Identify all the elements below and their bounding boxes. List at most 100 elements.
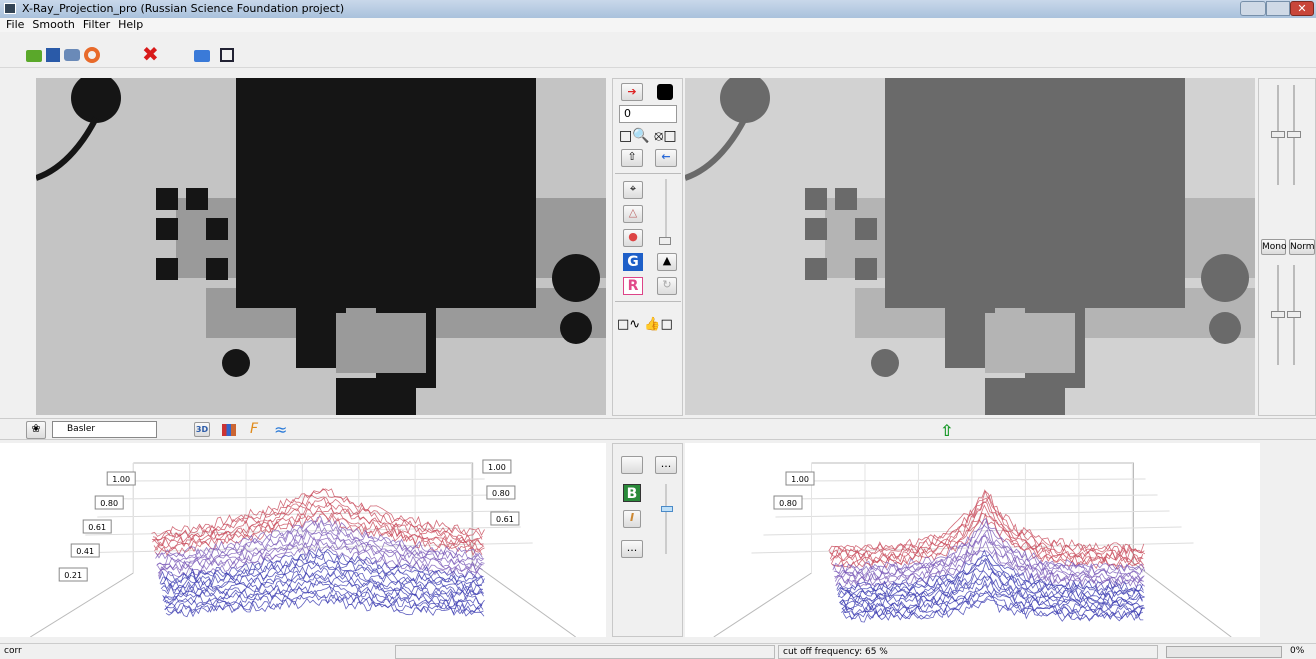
axis-label: 1.00 — [112, 475, 130, 484]
g-button[interactable]: G — [623, 253, 643, 271]
r-button[interactable]: R — [623, 277, 643, 295]
xray-image-right — [685, 78, 1255, 415]
more-button[interactable]: ... — [621, 540, 643, 558]
camera-toolbar: ❀ Basler 3D F ≈ ⇧ — [0, 418, 1316, 440]
title-bar: X-Ray_Projection_pro (Russian Science Fo… — [0, 0, 1316, 18]
toolbar: ✖ — [0, 32, 1316, 68]
pad — [835, 188, 857, 210]
pad — [805, 188, 827, 210]
status-left: corr — [4, 646, 22, 656]
slider-handle[interactable] — [661, 506, 673, 512]
axis-label: 1.00 — [791, 475, 809, 484]
up-arrow-button[interactable]: ⇧ — [940, 421, 953, 440]
separator — [615, 173, 681, 174]
reset-button[interactable]: ↻ — [657, 277, 677, 295]
separator — [615, 301, 681, 302]
arrow-left-button[interactable]: ← — [655, 149, 677, 167]
axis-label: 0.80 — [779, 499, 797, 508]
triangle-button[interactable]: △ — [623, 205, 643, 223]
progress-text: 0% — [1290, 646, 1304, 656]
more-button[interactable]: ... — [655, 456, 677, 474]
via — [1209, 312, 1241, 344]
axis-label: 0.80 — [100, 499, 118, 508]
save-icon[interactable] — [46, 48, 60, 62]
target-button[interactable]: ⌖ — [623, 181, 643, 199]
save-as-icon[interactable] — [220, 48, 234, 62]
3d-button[interactable]: 3D — [194, 422, 210, 437]
axis-label: 0.61 — [88, 523, 106, 532]
spectrum-plot-left: 1.000.800.610.410.211.000.800.61 — [0, 443, 606, 637]
contrast-button[interactable] — [657, 84, 673, 100]
pyramid-button[interactable]: ▲ — [657, 253, 677, 271]
pumpkin-button[interactable]: ● — [623, 229, 643, 247]
norm-button[interactable]: Norm — [1289, 239, 1315, 255]
chip — [266, 78, 516, 238]
pad — [985, 313, 1075, 373]
wave-button[interactable]: ≈ — [274, 420, 287, 439]
plot-tool-panel: ... B I ... — [612, 443, 683, 637]
right-slider-panel: Mono Norm — [1258, 78, 1316, 416]
blank-button[interactable] — [621, 456, 643, 474]
signal-row: □∿ 👍□ — [617, 317, 679, 333]
pad — [206, 218, 228, 240]
status-message: cut off frequency: 65 % — [778, 645, 1158, 659]
help-icon[interactable] — [84, 47, 100, 63]
window-title: X-Ray_Projection_pro (Russian Science Fo… — [22, 2, 344, 15]
menu-item[interactable]: Filter — [83, 18, 110, 32]
lead — [336, 378, 416, 415]
i-button[interactable]: I — [623, 510, 641, 528]
axis-label: 1.00 — [488, 463, 506, 472]
slider-handle[interactable] — [659, 237, 671, 245]
menu-item[interactable]: File — [6, 18, 24, 32]
pad — [805, 218, 827, 240]
status-field — [395, 645, 775, 659]
plot-bg — [685, 443, 1260, 637]
via — [871, 349, 899, 377]
menu-bar: File Smooth Filter Help — [0, 18, 1316, 32]
arrow-right-button[interactable]: ➔ — [621, 83, 643, 101]
histogram-button[interactable] — [222, 424, 236, 436]
b-button[interactable]: B — [623, 484, 641, 502]
open-folder-icon[interactable] — [194, 50, 210, 62]
menu-item[interactable]: Smooth — [32, 18, 74, 32]
pad — [206, 258, 228, 280]
camera-combo[interactable]: Basler — [52, 421, 157, 438]
pad — [156, 218, 178, 240]
app-window: X-Ray_Projection_pro (Russian Science Fo… — [0, 0, 1316, 659]
app-icon — [4, 3, 16, 14]
xray-image-left — [36, 78, 606, 415]
delete-icon[interactable]: ✖ — [142, 44, 159, 64]
slider-track — [665, 179, 667, 245]
f-button[interactable]: F — [250, 421, 258, 437]
spectrum-plot-right: 1.00 0.80 — [685, 443, 1260, 637]
chip — [915, 78, 1165, 238]
pad — [156, 258, 178, 280]
slider-track — [665, 484, 667, 554]
pad — [186, 188, 208, 210]
axis-label: 0.41 — [76, 547, 94, 556]
axis-label: 0.61 — [496, 515, 514, 524]
lead — [985, 378, 1065, 415]
open-icon[interactable] — [26, 50, 42, 62]
spin-box[interactable]: 0 — [619, 105, 677, 123]
camera-icon[interactable] — [64, 49, 80, 61]
export-button[interactable]: ⇧ — [621, 149, 643, 167]
slider-handle[interactable] — [1287, 311, 1301, 318]
pad — [336, 313, 426, 373]
via — [1201, 254, 1249, 302]
via — [552, 254, 600, 302]
mono-button[interactable]: Mono — [1261, 239, 1286, 255]
maximize-button[interactable] — [1266, 1, 1290, 16]
minimize-button[interactable] — [1240, 1, 1266, 16]
axis-label: 0.21 — [64, 571, 82, 580]
close-button[interactable]: ✕ — [1290, 1, 1314, 16]
aperture-button[interactable]: ❀ — [26, 421, 46, 439]
pad — [805, 258, 827, 280]
slider-handle[interactable] — [1271, 131, 1285, 138]
slider-handle[interactable] — [1271, 311, 1285, 318]
status-bar: corr cut off frequency: 65 % 0% — [0, 643, 1316, 659]
slider-handle[interactable] — [1287, 131, 1301, 138]
progress-bar — [1166, 646, 1282, 658]
menu-item[interactable]: Help — [118, 18, 143, 32]
pad — [156, 188, 178, 210]
